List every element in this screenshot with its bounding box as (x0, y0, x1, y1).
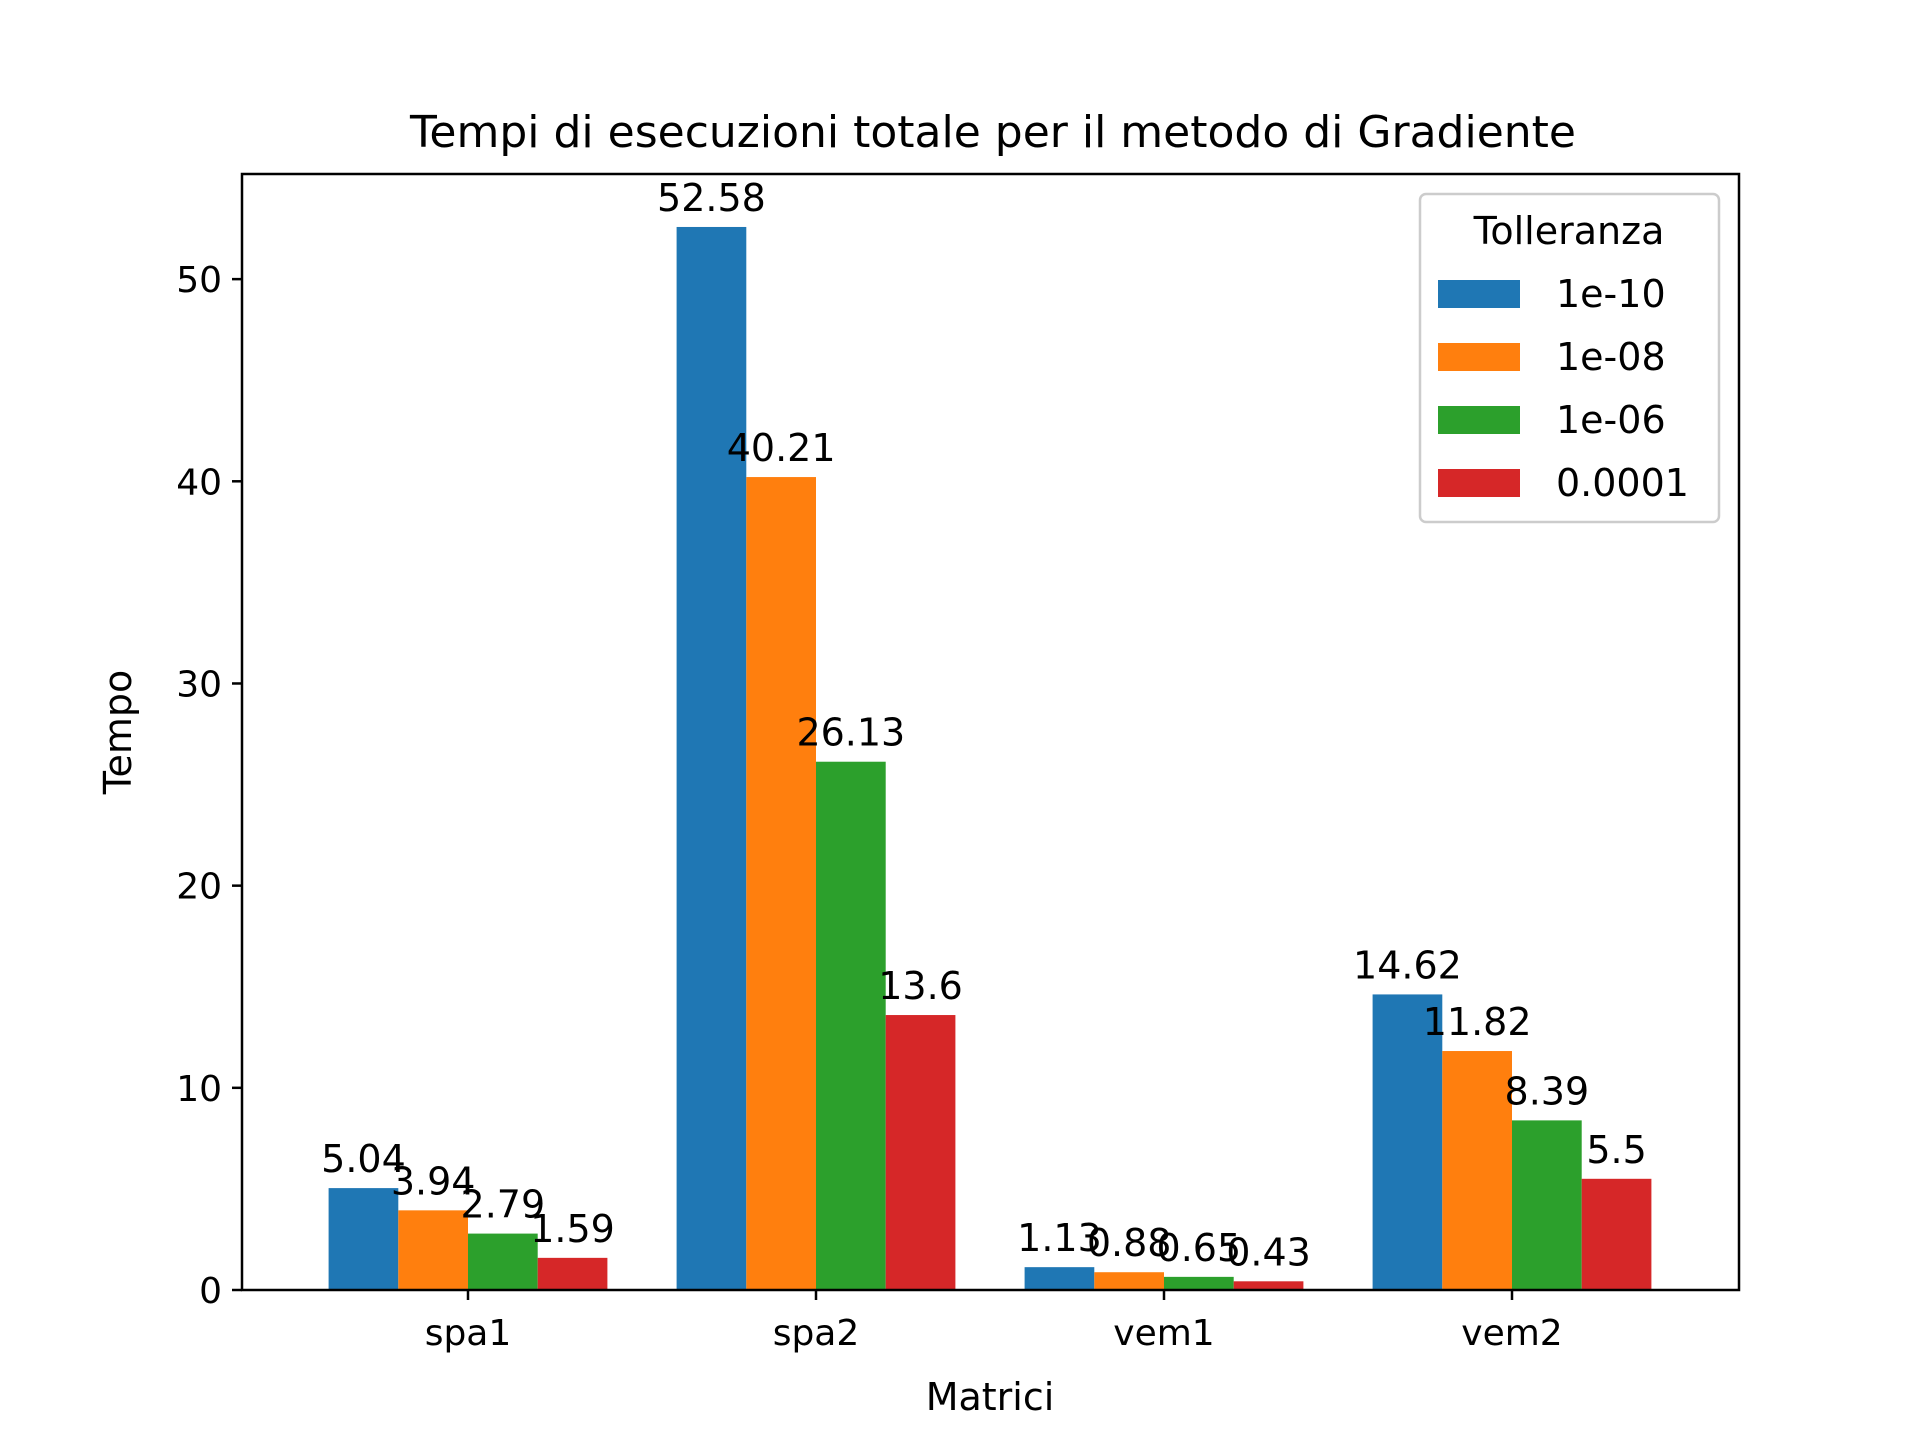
legend-swatch (1438, 343, 1520, 371)
y-tick-label: 30 (176, 664, 222, 705)
bar-1e-10-spa1 (328, 1188, 399, 1290)
x-tick-label: spa1 (425, 1313, 512, 1354)
y-tick-label: 50 (176, 260, 222, 301)
bar-0.0001-vem2 (1581, 1178, 1652, 1290)
x-tick-label: spa2 (773, 1313, 860, 1354)
bar-1e-08-vem1 (1094, 1272, 1164, 1290)
bar-value-label: 1.13 (1017, 1216, 1102, 1260)
legend-title: Tolleranza (1473, 209, 1665, 253)
bar-1e-10-spa2 (676, 226, 747, 1290)
bar-1e-08-spa2 (746, 477, 816, 1290)
y-axis: 0 10 20 30 40 50 (176, 260, 242, 1312)
bar-value-label: 0.65 (1157, 1226, 1242, 1270)
bar-1e-06-vem2 (1512, 1120, 1582, 1290)
legend-swatch (1438, 406, 1520, 434)
bar-value-label: 40.21 (727, 426, 836, 470)
bar-value-label: 11.82 (1423, 1000, 1532, 1044)
y-tick-label: 10 (176, 1069, 222, 1110)
bar-0.0001-spa1 (537, 1257, 608, 1290)
bar-value-label: 14.62 (1353, 943, 1462, 987)
bar-value-label: 8.39 (1505, 1069, 1590, 1113)
bar-1e-10-vem1 (1024, 1267, 1095, 1290)
x-axis: spa1 spa2 vem1 vem2 (425, 1290, 1563, 1354)
x-tick-label: vem1 (1113, 1313, 1214, 1354)
y-axis-label: Tempo (96, 670, 140, 796)
bar-1e-08-vem2 (1442, 1051, 1512, 1290)
legend-box (1418, 192, 1721, 524)
legend-swatch (1438, 469, 1520, 497)
legend: Tolleranza 1e-10 1e-08 1e-06 0.0001 (1418, 192, 1721, 524)
legend-label: 1e-10 (1556, 272, 1666, 316)
bar-value-label: 26.13 (796, 711, 905, 755)
x-axis-label: Matrici (926, 1375, 1055, 1419)
bar-1e-06-vem1 (1164, 1276, 1234, 1290)
bar-value-label: 5.04 (321, 1137, 406, 1181)
bar-1e-10-vem2 (1372, 994, 1443, 1290)
bar-value-label: 2.79 (461, 1183, 546, 1227)
bar-0.0001-vem1 (1233, 1281, 1304, 1290)
bar-1e-08-spa1 (398, 1210, 468, 1290)
legend-swatch (1438, 280, 1520, 308)
bar-labels-layer: 5.04 52.58 1.13 14.62 3.94 40.21 0.88 11.82 2.79… (321, 176, 1647, 1274)
bar-value-label: 52.58 (657, 176, 766, 220)
legend-entries: 1e-10 1e-08 1e-06 0.0001 (1438, 272, 1689, 505)
legend-label: 0.0001 (1556, 461, 1689, 505)
plot-area-frame (240, 172, 1741, 1292)
bar-value-label: 3.94 (391, 1159, 476, 1203)
chart-title: Tempi di esecuzioni totale per il metodo… (409, 107, 1576, 158)
bar-0.0001-spa2 (885, 1015, 956, 1290)
bars-layer (328, 226, 1652, 1290)
x-tick-label: vem2 (1461, 1313, 1562, 1354)
bar-value-label: 1.59 (530, 1207, 615, 1251)
bar-value-label: 0.43 (1226, 1230, 1311, 1274)
bar-value-label: 0.88 (1087, 1221, 1172, 1265)
bar-1e-06-spa2 (816, 761, 886, 1290)
y-tick-label: 40 (176, 462, 222, 503)
y-tick-label: 0 (199, 1271, 222, 1312)
legend-label: 1e-08 (1556, 335, 1666, 379)
y-tick-label: 20 (176, 867, 222, 908)
bar-value-label: 13.6 (878, 964, 963, 1008)
bar-value-label: 5.5 (1586, 1128, 1646, 1172)
bar-1e-06-spa1 (468, 1233, 538, 1290)
legend-label: 1e-06 (1556, 398, 1666, 442)
